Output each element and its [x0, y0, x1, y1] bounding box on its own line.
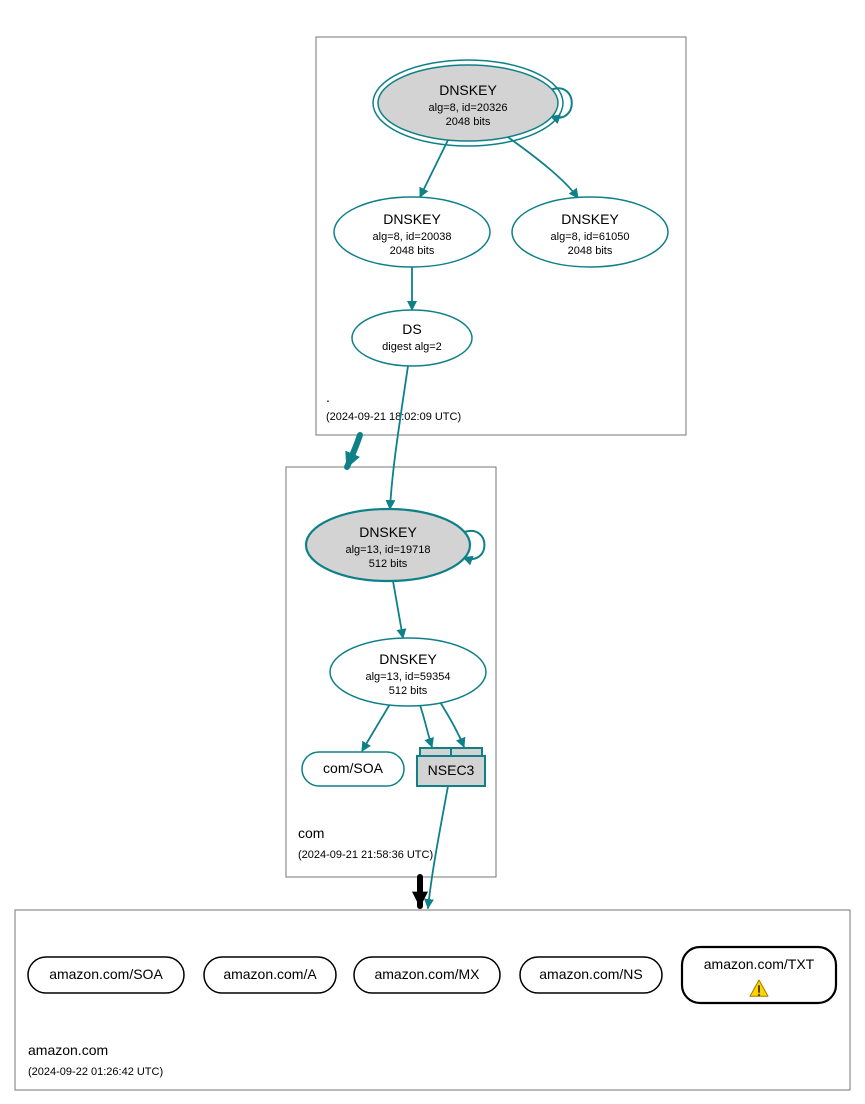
- node-text: amazon.com/NS: [539, 966, 642, 982]
- edge-root-ksk-to-zsk1: [420, 140, 448, 197]
- node-text: amazon.com/MX: [374, 966, 480, 982]
- edge-com-ksk-to-zsk: [393, 581, 403, 638]
- node-root-ds: DS digest alg=2: [352, 310, 472, 366]
- node-text: com/SOA: [323, 760, 384, 776]
- zone-timestamp: (2024-09-21 18:02:09 UTC): [326, 411, 461, 423]
- edge-root-ksk-to-zsk2: [505, 135, 578, 198]
- node-text: 512 bits: [369, 558, 408, 570]
- node-text: digest alg=2: [382, 341, 442, 353]
- zone-timestamp: (2024-09-21 21:58:36 UTC): [298, 849, 433, 861]
- node-com-nsec3: NSEC3: [417, 748, 485, 786]
- edge-com-zsk-to-nsec3-1: [420, 705, 432, 747]
- node-root-zsk1: DNSKEY alg=8, id=20038 2048 bits: [334, 197, 490, 267]
- zone-label: amazon.com: [28, 1042, 108, 1058]
- node-amz-ns: amazon.com/NS: [520, 957, 662, 993]
- node-com-zsk: DNSKEY alg=13, id=59354 512 bits: [330, 638, 486, 706]
- node-amz-a: amazon.com/A: [204, 957, 336, 993]
- edge-root-ds-to-com-ksk: [390, 366, 408, 509]
- node-text: 2048 bits: [446, 116, 491, 128]
- node-com-ksk: DNSKEY alg=13, id=19718 512 bits: [306, 509, 470, 581]
- node-text: 512 bits: [389, 685, 428, 697]
- node-com-soa: com/SOA: [302, 752, 404, 786]
- edge-com-zsk-to-soa: [362, 704, 390, 751]
- node-text: DNSKEY: [561, 211, 619, 227]
- node-text: DNSKEY: [379, 651, 437, 667]
- node-text: DNSKEY: [359, 524, 417, 540]
- node-text: 2048 bits: [390, 245, 435, 257]
- node-root-ksk: DNSKEY alg=8, id=20326 2048 bits: [373, 60, 563, 146]
- edge-com-zsk-to-nsec3-2: [440, 702, 464, 747]
- node-text: amazon.com/TXT: [704, 956, 815, 972]
- node-text: alg=13, id=19718: [345, 544, 430, 556]
- node-text: amazon.com/SOA: [49, 966, 163, 982]
- zone-label: com: [298, 825, 324, 841]
- edge-root-zone-to-com-zone: [347, 435, 360, 467]
- node-amz-mx: amazon.com/MX: [354, 957, 500, 993]
- node-text: NSEC3: [428, 762, 475, 778]
- zone-label: .: [326, 389, 330, 405]
- node-text: alg=8, id=20326: [429, 102, 508, 114]
- node-text: DNSKEY: [383, 211, 441, 227]
- node-text: 2048 bits: [568, 245, 613, 257]
- node-text: amazon.com/A: [223, 966, 317, 982]
- node-text: DNSKEY: [439, 82, 497, 98]
- node-text: DS: [402, 321, 421, 337]
- zone-timestamp: (2024-09-22 01:26:42 UTC): [28, 1066, 163, 1078]
- node-text: alg=8, id=20038: [373, 231, 452, 243]
- dnssec-diagram: . (2024-09-21 18:02:09 UTC) com (2024-09-21…: [0, 0, 865, 1104]
- node-amz-soa: amazon.com/SOA: [28, 957, 184, 993]
- node-text: alg=8, id=61050: [551, 231, 630, 243]
- node-root-zsk2: DNSKEY alg=8, id=61050 2048 bits: [512, 197, 668, 267]
- node-amz-txt: amazon.com/TXT: [682, 947, 836, 1003]
- edge-nsec3-to-amazon-teal: [428, 786, 448, 908]
- nodes: DNSKEY alg=8, id=20326 2048 bits DNSKEY alg=…: [28, 60, 836, 1003]
- node-text: alg=13, id=59354: [365, 671, 450, 683]
